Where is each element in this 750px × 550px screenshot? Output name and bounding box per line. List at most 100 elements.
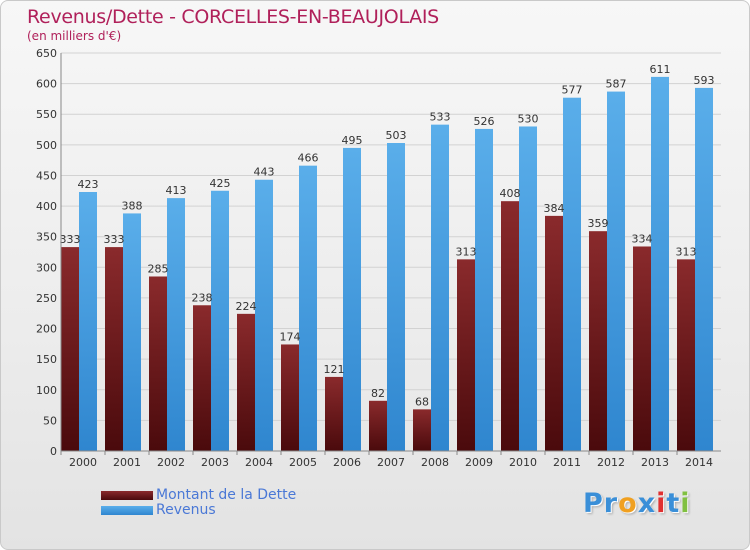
logo-letter: i <box>656 488 667 519</box>
legend-label-revenus: Revenus <box>156 502 216 518</box>
bar-revenus <box>475 128 493 451</box>
data-label: 313 <box>456 245 477 258</box>
x-tick-label: 2010 <box>509 456 537 469</box>
bar-revenus <box>387 143 405 452</box>
bar-revenus <box>651 76 669 451</box>
y-tick-label: 250 <box>36 292 57 305</box>
y-tick-label: 400 <box>36 200 57 213</box>
x-tick-label: 2004 <box>245 456 273 469</box>
bar-debt <box>369 400 387 451</box>
y-tick-label: 50 <box>43 414 57 427</box>
legend-label-debt: Montant de la Dette <box>156 487 297 503</box>
data-label: 466 <box>298 152 319 165</box>
data-label: 577 <box>562 84 583 97</box>
data-label: 587 <box>606 78 627 91</box>
y-tick-label: 150 <box>36 353 57 366</box>
y-tick-label: 0 <box>50 445 57 458</box>
data-label: 224 <box>236 300 257 313</box>
x-tick-label: 2012 <box>597 456 625 469</box>
legend-swatch-debt <box>101 491 153 500</box>
x-tick-label: 2005 <box>289 456 317 469</box>
y-tick-label: 100 <box>36 384 57 397</box>
bar-revenus <box>431 124 449 451</box>
bar-debt <box>413 409 431 451</box>
data-label: 68 <box>415 395 429 408</box>
data-label: 503 <box>386 129 407 142</box>
bar-debt <box>237 313 255 451</box>
data-label: 443 <box>254 166 275 179</box>
x-tick-label: 2002 <box>157 456 185 469</box>
data-label: 611 <box>650 63 671 76</box>
data-label: 121 <box>324 363 345 376</box>
bar-revenus <box>343 147 361 451</box>
y-tick-label: 200 <box>36 323 57 336</box>
bar-revenus <box>563 97 581 452</box>
data-label: 333 <box>104 233 125 246</box>
x-tick-label: 2000 <box>69 456 97 469</box>
chart-title: Revenus/Dette - CORCELLES-EN-BEAUJOLAIS <box>27 6 439 28</box>
y-tick-label: 650 <box>36 47 57 60</box>
data-label: 313 <box>676 245 697 258</box>
x-tick-label: 2008 <box>421 456 449 469</box>
x-tick-label: 2007 <box>377 456 405 469</box>
logo-letter: o <box>618 488 638 519</box>
data-labels: 333 423 333 388 285 413 238 425 224 443 174 466 121 4… <box>60 63 715 408</box>
logo-letter: P <box>583 488 604 519</box>
bar-debt <box>501 201 519 451</box>
y-tick-label: 300 <box>36 261 57 274</box>
bar-revenus <box>607 91 625 452</box>
chart-subtitle: (en milliers d'€) <box>27 29 122 43</box>
y-tick-label: 350 <box>36 231 57 244</box>
bar-debt <box>193 305 211 451</box>
bar-debt <box>633 246 651 451</box>
data-label: 413 <box>166 184 187 197</box>
bar-debt <box>589 231 607 451</box>
bar-revenus <box>123 213 141 451</box>
data-label: 384 <box>544 202 565 215</box>
x-tick-label: 2006 <box>333 456 361 469</box>
x-tick-label: 2009 <box>465 456 493 469</box>
data-label: 388 <box>122 199 143 212</box>
bar-debt <box>325 376 343 451</box>
x-tick-label: 2001 <box>113 456 141 469</box>
bar-revenus <box>519 126 537 451</box>
y-tick-label: 550 <box>36 108 57 121</box>
data-label: 425 <box>210 177 231 190</box>
bar-debt <box>677 259 695 451</box>
data-label: 359 <box>588 217 609 230</box>
bar-revenus <box>695 87 713 451</box>
y-tick-label: 450 <box>36 169 57 182</box>
legend-swatch-revenus <box>101 506 153 515</box>
bar-debt <box>545 215 563 451</box>
logo-letter: r <box>603 488 619 519</box>
data-label: 408 <box>500 187 521 200</box>
bar-debt <box>457 259 475 451</box>
data-label: 174 <box>280 330 301 343</box>
data-label: 526 <box>474 115 495 128</box>
data-label: 495 <box>342 134 363 147</box>
data-label: 530 <box>518 112 539 125</box>
data-label: 533 <box>430 111 451 124</box>
data-label: 423 <box>78 178 99 191</box>
data-label: 334 <box>632 232 653 245</box>
bar-debt <box>281 344 299 451</box>
data-label: 333 <box>60 233 81 246</box>
axes: 0 50 100 150 200 250 300 350 400 450 500 550 600 650 2… <box>36 47 721 469</box>
x-tick-label: 2014 <box>685 456 713 469</box>
bar-revenus <box>167 198 185 451</box>
bar-debt <box>61 247 79 451</box>
bar-debt <box>105 247 123 451</box>
proxiti-logo: Proxiti <box>583 488 691 519</box>
x-tick-label: 2011 <box>553 456 581 469</box>
logo-letter: i <box>680 488 691 519</box>
bar-revenus <box>255 179 273 452</box>
bar-revenus <box>79 191 97 452</box>
data-label: 593 <box>694 74 715 87</box>
x-tick-label: 2003 <box>201 456 229 469</box>
bar-revenus <box>299 165 317 451</box>
data-label: 285 <box>148 262 169 275</box>
data-label: 82 <box>371 387 385 400</box>
bar-debt <box>149 276 167 451</box>
